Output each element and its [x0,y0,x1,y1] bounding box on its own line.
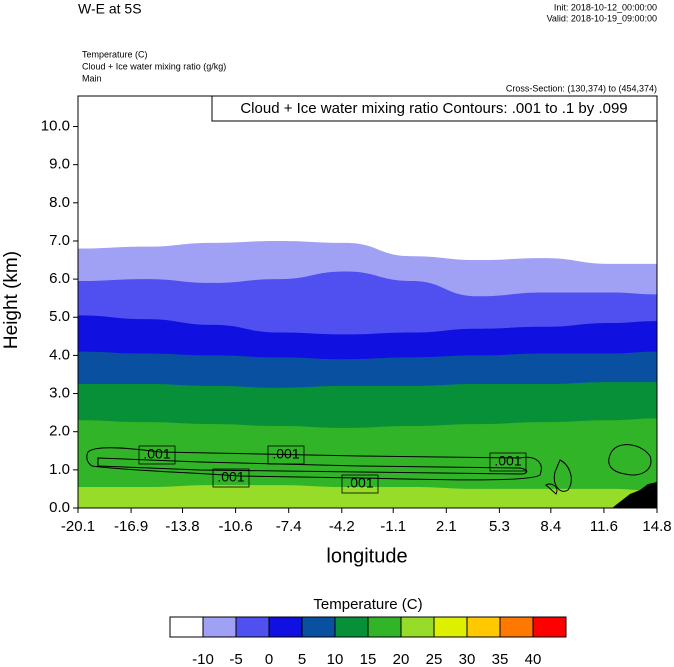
terrain [612,482,657,508]
colorbar-label: 35 [492,651,509,667]
colorbar-label: 10 [327,651,344,667]
colorbar-box [499,616,534,638]
y-tick-label: 10.0 [41,117,70,134]
colorbar-box [235,616,270,638]
contour-label-box [267,445,305,465]
colorbar-box [334,616,369,638]
colorbar-box [301,616,336,638]
field-name: Temperature (C) [82,49,148,59]
colorbar-label: 30 [459,651,476,667]
contour-label-box [341,474,379,494]
contour-note: Cloud + Ice water mixing ratio Contours:… [240,100,627,117]
axes: 0.0 1.0 2.0 3.0 4.0 5.0 6.0 7.0 8.0 9.0 10.0 -20.1 -… [41,117,672,534]
colorbar-label: 15 [360,651,377,667]
colorbar-box [202,616,237,638]
x-tick-label: -16.9 [114,518,148,535]
y-tick-label: 3.0 [49,385,70,402]
x-tick-label: -10.6 [219,518,253,535]
field-name: Cloud + Ice water mixing ratio (g/kg) [82,61,226,71]
y-tick-label: 1.0 [49,461,70,478]
colorbar-box [400,616,435,638]
colorbar-box [532,616,567,638]
colorbar: -10 -5 0 5 10 15 20 25 30 35 40 [169,616,567,667]
contour-label-box [212,468,250,488]
x-tick-label: -7.4 [276,518,302,535]
y-tick-label: 9.0 [49,156,70,173]
x-tick-label: 5.3 [489,518,510,535]
colorbar-label: 5 [298,651,306,667]
contour-labels: .001 .001 .001 .001 .001 [138,445,527,494]
temperature-band [78,485,657,508]
x-tick-label: 8.4 [540,518,561,535]
colorbar-box [169,616,204,638]
contour-label: .001 [494,453,521,469]
colorbar-label: -10 [192,651,214,667]
y-tick-label: 0.0 [49,499,70,516]
plot-fills [78,96,657,508]
y-tick-label: 6.0 [49,270,70,287]
y-tick-label: 8.0 [49,194,70,211]
contour-label: .001 [217,469,244,485]
x-tick-label: -20.1 [61,518,95,535]
x-tick-label: 2.1 [436,518,457,535]
cross-section: Cross-Section: (130,374) to (454,374) [506,83,657,93]
contour-note-box [211,95,658,122]
y-tick-label: 2.0 [49,423,70,440]
cloud-contours [86,444,652,495]
colorbar-label: 20 [393,651,410,667]
x-tick-label: -1.1 [380,518,406,535]
colorbar-box [268,616,303,638]
colorbar-box [367,616,402,638]
y-tick-label: 4.0 [49,346,70,363]
y-tick-label: 5.0 [49,308,70,325]
colorbar-title: Temperature (C) [313,596,422,613]
x-tick-label: 14.8 [642,518,671,535]
contour-label-box [138,445,176,465]
init-time: Init: 2018-10-12_00:00:00 [554,2,657,12]
colorbar-label: 25 [426,651,443,667]
contour-label: .001 [346,475,373,491]
colorbar-label: 40 [525,651,542,667]
contour-label-box [489,452,527,472]
chart-title: W-E at 5S [78,1,142,17]
x-tick-label: -13.8 [165,518,199,535]
contour-label: .001 [272,446,299,462]
x-tick-label: 11.6 [590,518,618,535]
field-name: Main [82,73,102,83]
x-axis-label: longitude [326,545,407,567]
y-axis-label: Height (km) [1,251,22,349]
y-tick-label: 7.0 [49,232,70,249]
colorbar-box [466,616,501,638]
colorbar-label: 0 [265,651,273,667]
colorbar-box [433,616,468,638]
valid-time: Valid: 2018-10-19_09:00:00 [547,13,657,23]
contour-label: .001 [143,446,170,462]
x-tick-label: -4.2 [329,518,355,535]
colorbar-label: -5 [229,651,242,667]
